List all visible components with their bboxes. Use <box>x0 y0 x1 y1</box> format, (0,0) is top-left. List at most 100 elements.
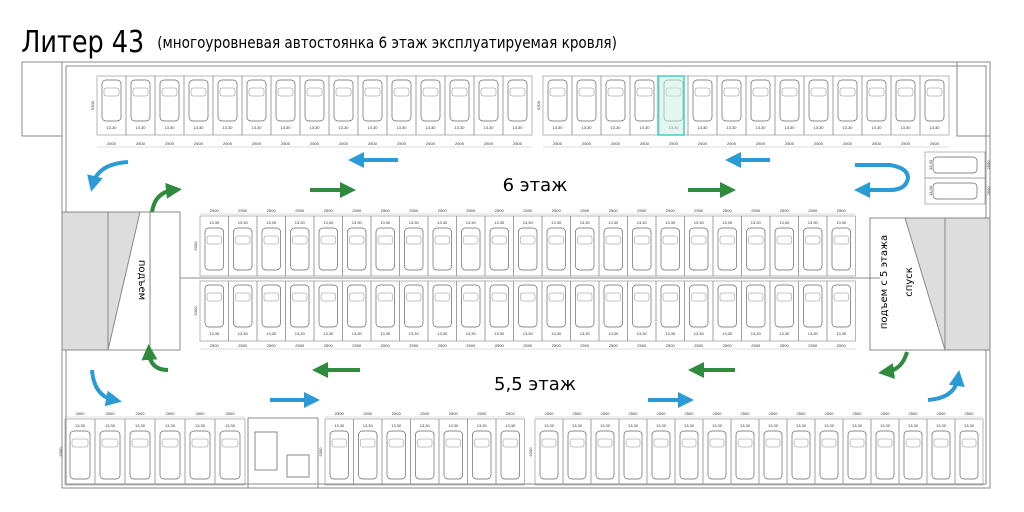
parking-row: 5300 13,30 2500 13,30 2500 13,30 2500 13,30 2500… <box>536 75 950 148</box>
stall-label: 13,30 <box>238 331 249 336</box>
stall-label: 13,30 <box>608 331 619 336</box>
stall-label: 13,30 <box>880 423 891 428</box>
depth-label: 5300 <box>536 100 541 110</box>
car-window <box>417 438 433 448</box>
dim-label: 2500 <box>194 141 204 146</box>
stall-label: 13,30 <box>165 423 176 428</box>
stall-label: 13,30 <box>380 220 391 225</box>
stall-label: 13,30 <box>352 220 363 225</box>
dim-label: 2500 <box>986 186 991 196</box>
stall-label: 13,30 <box>425 125 436 130</box>
stall-label: 13,30 <box>779 331 790 336</box>
car <box>461 284 481 328</box>
car <box>275 79 296 122</box>
car-window <box>219 87 236 97</box>
dim-label: 2500 <box>723 343 733 348</box>
car-window <box>877 438 893 448</box>
dim-label: 2500 <box>881 411 891 416</box>
car <box>404 284 424 328</box>
stall-label: 13,30 <box>552 125 563 130</box>
stall-label: 13,30 <box>572 423 583 428</box>
car-window <box>263 292 279 302</box>
stall-label: 13,30 <box>779 220 790 225</box>
dim-label: 2500 <box>295 208 305 213</box>
stall <box>826 215 856 277</box>
car <box>159 79 180 122</box>
dim-label: 2500 <box>226 411 236 416</box>
car <box>188 79 209 122</box>
car <box>717 227 737 271</box>
dim-label: 2500 <box>466 343 476 348</box>
car <box>875 430 895 480</box>
parking-row: 5300 13,30 2500 13,30 2500 13,30 2500 13,30 2500… <box>528 411 984 486</box>
stall-label: 13,30 <box>768 423 779 428</box>
car <box>318 284 338 328</box>
car <box>567 430 587 480</box>
dim-label: 2500 <box>837 343 847 348</box>
ramp-label: подъем с 5 этажа <box>879 235 890 329</box>
car-window <box>292 235 308 245</box>
stall <box>826 280 856 342</box>
stall-label: 13,30 <box>363 423 374 428</box>
car-window <box>509 87 526 97</box>
stall-label: 13,30 <box>309 125 320 130</box>
stall-label: 13,30 <box>448 423 459 428</box>
dim-label: 2500 <box>723 208 733 213</box>
stall-label: 13,30 <box>900 125 911 130</box>
stall-label: 13,30 <box>391 423 402 428</box>
stall-label: 13,30 <box>334 423 345 428</box>
stall <box>502 75 533 136</box>
stall-label: 13,30 <box>323 220 334 225</box>
stall-label: 13,30 <box>665 331 676 336</box>
car <box>576 79 597 122</box>
dim-label: 2500 <box>694 208 704 213</box>
car-window <box>821 438 837 448</box>
car <box>518 227 538 271</box>
car <box>472 430 492 480</box>
depth-label: 5300 <box>58 447 63 457</box>
car <box>575 227 595 271</box>
dim-label: 2500 <box>637 208 647 213</box>
car <box>660 227 680 271</box>
stall-label: 13,30 <box>135 125 146 130</box>
stall-label: 13,30 <box>523 220 534 225</box>
car <box>101 79 122 122</box>
stall-label: 13,30 <box>639 125 650 130</box>
car-window <box>331 438 347 448</box>
car-window <box>897 87 914 97</box>
car-window <box>132 87 149 97</box>
car <box>391 79 412 122</box>
car-window <box>549 87 566 97</box>
dim-label: 2500 <box>381 343 391 348</box>
car <box>443 430 463 480</box>
dim-label: 2500 <box>545 411 555 416</box>
car-window <box>607 87 624 97</box>
dim-label: 2500 <box>609 208 619 213</box>
stall-label: 13,30 <box>494 331 505 336</box>
stall-label: 13,30 <box>352 331 363 336</box>
stall-label: 13,30 <box>665 220 676 225</box>
stall <box>954 418 984 486</box>
stall-label: 13,30 <box>784 125 795 130</box>
stall-label: 13,30 <box>280 125 291 130</box>
stall-label: 13,30 <box>409 331 420 336</box>
stall-label: 13,30 <box>466 331 477 336</box>
dim-label: 2500 <box>553 141 563 146</box>
car <box>721 79 742 122</box>
car <box>518 284 538 328</box>
stall-label: 13,30 <box>836 331 847 336</box>
car <box>746 284 766 328</box>
car <box>233 227 253 271</box>
stall-label: 13,30 <box>871 125 882 130</box>
stall-label: 13,30 <box>694 220 705 225</box>
stall-label: 13,30 <box>581 125 592 130</box>
dim-label: 2500 <box>252 141 262 146</box>
stall-label: 13,30 <box>740 423 751 428</box>
stall-label: 13,30 <box>722 220 733 225</box>
car <box>507 79 528 122</box>
dim-label: 2500 <box>523 208 533 213</box>
car-window <box>445 438 461 448</box>
car <box>623 430 643 480</box>
car <box>304 79 325 122</box>
stall-label: 13,30 <box>251 125 262 130</box>
